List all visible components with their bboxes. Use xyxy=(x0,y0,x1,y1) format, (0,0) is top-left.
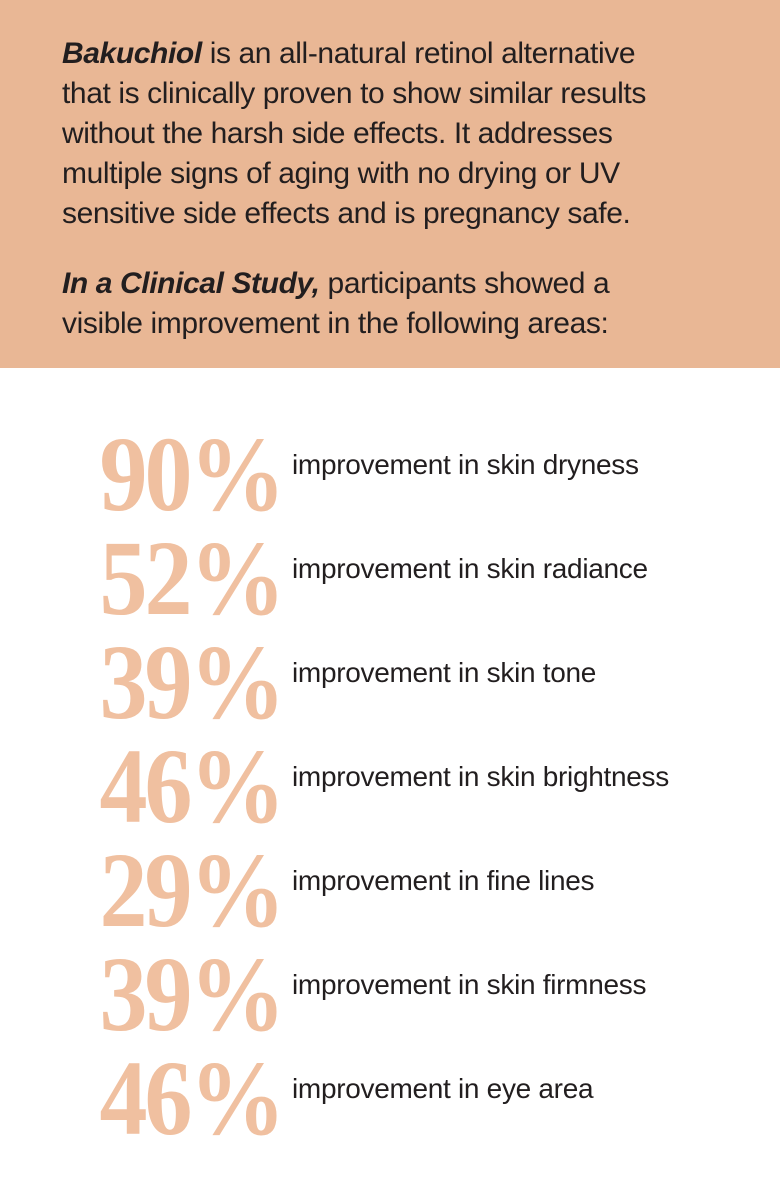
stat-label: improvement in skin dryness xyxy=(292,449,639,480)
stat-row: 39% improvement in skin tone xyxy=(0,621,780,742)
intro-p2-line2: visible improvement in the following are… xyxy=(62,307,609,340)
stat-label: improvement in eye area xyxy=(292,1073,594,1104)
intro-p1-line3: without the harsh side effects. It addre… xyxy=(62,117,613,150)
stats-list: 90% improvement in skin dryness 52% improve… xyxy=(0,368,780,1158)
intro-p1-line1: Bakuchiol is an all-natural retinol alte… xyxy=(62,34,740,74)
intro-p2-line1-rest: participants showed a xyxy=(319,267,610,300)
intro-paragraph-1: Bakuchiol is an all-natural retinol alte… xyxy=(62,34,740,234)
stat-row: 90% improvement in skin dryness xyxy=(0,413,780,534)
stat-row: 29% improvement in fine lines xyxy=(0,829,780,950)
stat-row: 46% improvement in eye area xyxy=(0,1037,780,1158)
intro-p1-line1-rest: is an all-natural retinol alternative xyxy=(201,37,636,70)
stat-label: improvement in fine lines xyxy=(292,865,595,896)
clinical-study-keyword: In a Clinical Study, xyxy=(62,267,320,300)
intro-paragraph-2: In a Clinical Study, participants showed… xyxy=(62,264,740,344)
intro-p1-line2: that is clinically proven to show simila… xyxy=(62,77,646,110)
stat-row: 39% improvement in skin firmness xyxy=(0,933,780,1054)
stat-percentage: 46% xyxy=(99,725,286,846)
stat-row: 46% improvement in skin brightness xyxy=(0,725,780,846)
stat-row: 52% improvement in skin radiance xyxy=(0,517,780,638)
intro-panel: Bakuchiol is an all-natural retinol alte… xyxy=(0,0,780,368)
stat-percentage: 46% xyxy=(99,1037,286,1158)
stat-label: improvement in skin tone xyxy=(292,657,597,688)
bakuchiol-keyword: Bakuchiol xyxy=(62,37,202,70)
stat-label: improvement in skin brightness xyxy=(292,761,669,792)
stat-label: improvement in skin radiance xyxy=(292,553,648,584)
stat-label: improvement in skin firmness xyxy=(292,969,647,1000)
stat-percentage: 39% xyxy=(99,621,286,742)
stat-percentage: 29% xyxy=(99,829,286,950)
stat-percentage: 90% xyxy=(99,413,286,534)
stat-percentage: 39% xyxy=(99,933,286,1054)
intro-p2-line1: In a Clinical Study, participants showed… xyxy=(62,264,740,304)
intro-p1-line5: sensitive side effects and is pregnancy … xyxy=(62,197,631,230)
intro-p1-line4: multiple signs of aging with no drying o… xyxy=(62,157,620,190)
stat-percentage: 52% xyxy=(99,517,286,638)
